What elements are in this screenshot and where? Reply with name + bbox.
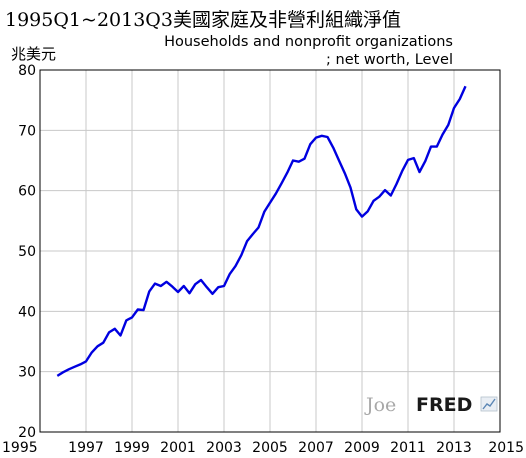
watermark-author: Joe: [364, 394, 396, 416]
x-tick-label: 2011: [390, 440, 426, 456]
y-tick-label: 80: [18, 63, 36, 79]
fred-chart-icon: [480, 396, 498, 412]
x-axis-ticks: 1995 1997 1999 2001 2003 2005 2007 2009 2011 2013…: [2, 440, 524, 456]
y-axis-label: 兆美元: [11, 45, 56, 63]
y-tick-label: 40: [18, 304, 36, 320]
gridlines: [40, 70, 500, 432]
y-axis-ticks: 20 30 40 50 60 70 80: [18, 63, 36, 441]
x-tick-label: 1999: [114, 440, 150, 456]
chart-title: 1995Q1~2013Q3美國家庭及非營利組織淨值: [5, 9, 401, 31]
y-tick-label: 60: [18, 184, 36, 200]
chart-subtitle-line2: ; net worth, Level: [326, 52, 453, 68]
chart-subtitle-line1: Households and nonprofit organizations: [164, 34, 453, 50]
x-tick-label: 2013: [436, 440, 472, 456]
y-tick-label: 70: [18, 123, 36, 139]
x-tick-label: 2015: [488, 440, 524, 456]
x-tick-label: 2009: [344, 440, 380, 456]
series-layer: [56, 85, 467, 377]
x-tick-label: 1995: [2, 440, 38, 456]
plot-frame: [39, 69, 501, 433]
x-tick-label: 1997: [68, 440, 104, 456]
x-tick-label: 2003: [206, 440, 242, 456]
y-tick-label: 20: [18, 425, 36, 441]
fred-logo: FRED: [416, 394, 472, 416]
y-tick-label: 50: [18, 244, 36, 260]
series-line-0: [56, 85, 467, 377]
x-tick-label: 2005: [252, 440, 288, 456]
x-tick-label: 2007: [298, 440, 334, 456]
y-tick-label: 30: [18, 365, 36, 381]
x-tick-label: 2001: [160, 440, 196, 456]
